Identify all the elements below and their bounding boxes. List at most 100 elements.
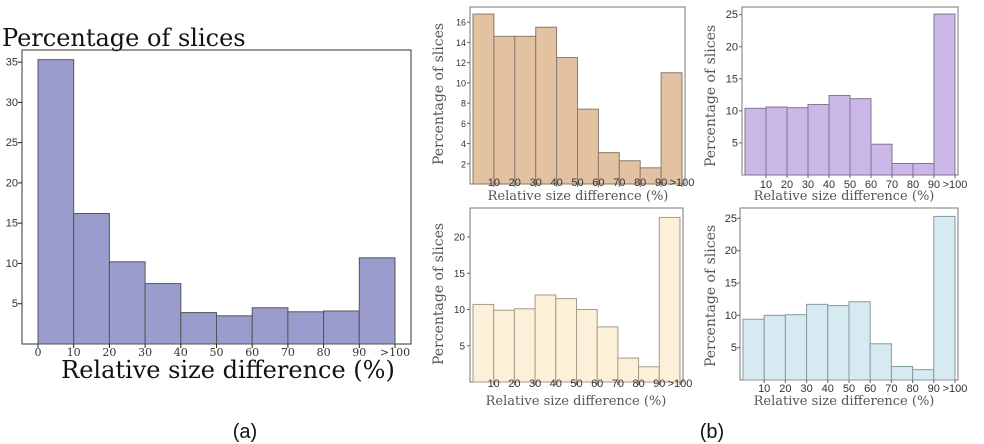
chart-b4-bar	[912, 369, 935, 381]
chart-b2-xtick-label: 90	[928, 179, 940, 191]
panel-a-label: (a)	[233, 421, 257, 443]
chart-b2-xtick-label: 20	[781, 179, 793, 191]
chart-b3-xtick-label: 80	[632, 378, 644, 390]
chart-b1-xtick-label: 80	[634, 177, 646, 189]
chart-b1-xtick-label: 40	[550, 177, 562, 189]
chart-b3-xtick-label: 10	[488, 378, 500, 390]
chart-b4-ytick-label: 10	[725, 310, 737, 322]
chart-a-title: Percentage of slices	[2, 24, 246, 52]
chart-b1-bar	[577, 108, 599, 185]
chart-b2-xtick-label: 70	[886, 179, 898, 191]
chart-b1-xtick-label: 10	[488, 177, 500, 189]
chart-b3-bar	[534, 294, 557, 383]
chart-b3-xlabel: Relative size difference (%)	[486, 394, 667, 409]
chart-b2-bar	[849, 98, 872, 176]
chart-a-bar	[180, 312, 218, 345]
chart-a-bar	[37, 59, 75, 345]
chart-b2-bar	[933, 13, 956, 176]
chart-b4-bar	[806, 303, 829, 381]
chart-a-bar	[108, 261, 146, 345]
chart-a-xtick-label: 0	[35, 346, 42, 359]
chart-b1-xtick-label: 90	[655, 177, 667, 189]
chart-b4-bar	[869, 343, 892, 381]
chart-b4-bar	[827, 305, 850, 381]
chart-b3-xtick-label: 60	[591, 378, 603, 390]
chart-a-xtick-label: 60	[245, 346, 259, 359]
chart-b1-ytick-label: 8	[461, 99, 466, 109]
chart-b4-bar	[933, 215, 956, 381]
chart-b2-xtick-label: >100	[943, 179, 968, 191]
chart-b4-ytick-label: 5	[731, 342, 737, 354]
chart-b4-xtick-label: 50	[843, 383, 855, 395]
chart-b1-bar	[493, 35, 516, 185]
chart-a-bar	[323, 310, 360, 345]
chart-b2-bar	[765, 106, 788, 176]
chart-b1-bar	[556, 57, 578, 185]
chart-b1-ytick-label: 4	[461, 139, 466, 149]
chart-b3-ytick-label: 5	[459, 341, 465, 352]
chart-a-xlabel: Relative size difference (%)	[61, 356, 395, 384]
chart-b2-xtick-label: 10	[760, 179, 772, 191]
chart-b1-ytick-label: 14	[456, 38, 466, 48]
chart-b1-ytick-label: 6	[461, 119, 466, 129]
chart-b2-bar	[744, 107, 767, 176]
chart-b2-bar	[828, 94, 851, 176]
chart-a-ytick-label: 35	[6, 57, 18, 69]
chart-b3-bar	[576, 309, 598, 383]
chart-b4-xtick-label: 20	[779, 383, 791, 395]
chart-a-ytick-label: 25	[6, 137, 18, 149]
chart-b4: Relative size difference (%) Percentage …	[703, 207, 967, 409]
chart-a-bar	[216, 315, 253, 345]
chart-b2-xtick-label: 30	[802, 179, 814, 191]
chart-b2-ytick-label: 25	[726, 9, 738, 21]
chart-a-xtick-label: 10	[67, 346, 81, 359]
chart-b3-bar	[472, 303, 495, 383]
chart-b4-xtick-label: 70	[885, 383, 897, 395]
chart-a: Percentage of slices Relative size diffe…	[2, 24, 412, 443]
chart-b4-ytick-label: 25	[725, 213, 737, 225]
chart-b2-ytick-label: 5	[732, 137, 738, 149]
chart-b1-xtick-label: 20	[509, 177, 521, 189]
chart-b1-bar	[472, 13, 495, 185]
chart-a-xtick-label: 20	[102, 346, 116, 359]
chart-b2-bar	[870, 143, 893, 176]
chart-b3: Relative size difference (%) Percentage …	[431, 207, 692, 409]
chart-a-ytick-label: 5	[12, 298, 18, 310]
chart-b2-xtick-label: 60	[865, 179, 877, 191]
chart-a-xtick-label: 90	[352, 346, 366, 359]
chart-a-xtick-label: 50	[210, 346, 224, 359]
chart-a-xtick-label: 80	[317, 346, 331, 359]
chart-b1-xlabel: Relative size difference (%)	[488, 189, 669, 204]
chart-a-ytick-label: 15	[6, 218, 18, 230]
chart-b2-ylabel: Percentage of slices	[703, 25, 719, 167]
chart-b3-ylabel: Percentage of slices	[431, 223, 447, 365]
chart-b3-xtick-label: 50	[570, 378, 582, 390]
chart-b3-bar	[596, 326, 619, 383]
chart-b4-bar	[742, 318, 765, 381]
chart-b4-bar	[763, 314, 786, 381]
chart-b2-xtick-label: 50	[844, 179, 856, 191]
chart-b1-ytick-label: 16	[456, 18, 466, 28]
chart-b2: Relative size difference (%) Percentage …	[703, 6, 968, 204]
chart-b1-ytick-label: 12	[456, 58, 466, 68]
chart-b3-xtick-label: 30	[529, 378, 541, 390]
chart-b1-xtick-label: >100	[670, 177, 695, 189]
chart-a-ytick-label: 10	[6, 258, 18, 270]
chart-b1-xtick-label: 70	[613, 177, 625, 189]
chart-b2-xtick-label: 80	[907, 179, 919, 191]
chart-b3-xtick-label: 20	[508, 378, 520, 390]
chart-a-bar	[144, 283, 182, 345]
chart-b1-ytick-label: 10	[456, 78, 466, 88]
chart-b4-bar	[890, 365, 914, 381]
chart-b2-bar	[786, 107, 809, 176]
chart-b1-ytick-label: 2	[461, 159, 466, 169]
chart-b3-ytick-label: 15	[454, 269, 466, 280]
chart-b1-bar	[514, 35, 537, 185]
chart-b1-bar	[660, 72, 683, 185]
chart-a-ytick-label: 20	[6, 177, 18, 189]
chart-b4-xtick-label: 60	[864, 383, 876, 395]
chart-b4-bar	[784, 314, 808, 381]
chart-b2-xlabel: Relative size difference (%)	[754, 189, 935, 204]
